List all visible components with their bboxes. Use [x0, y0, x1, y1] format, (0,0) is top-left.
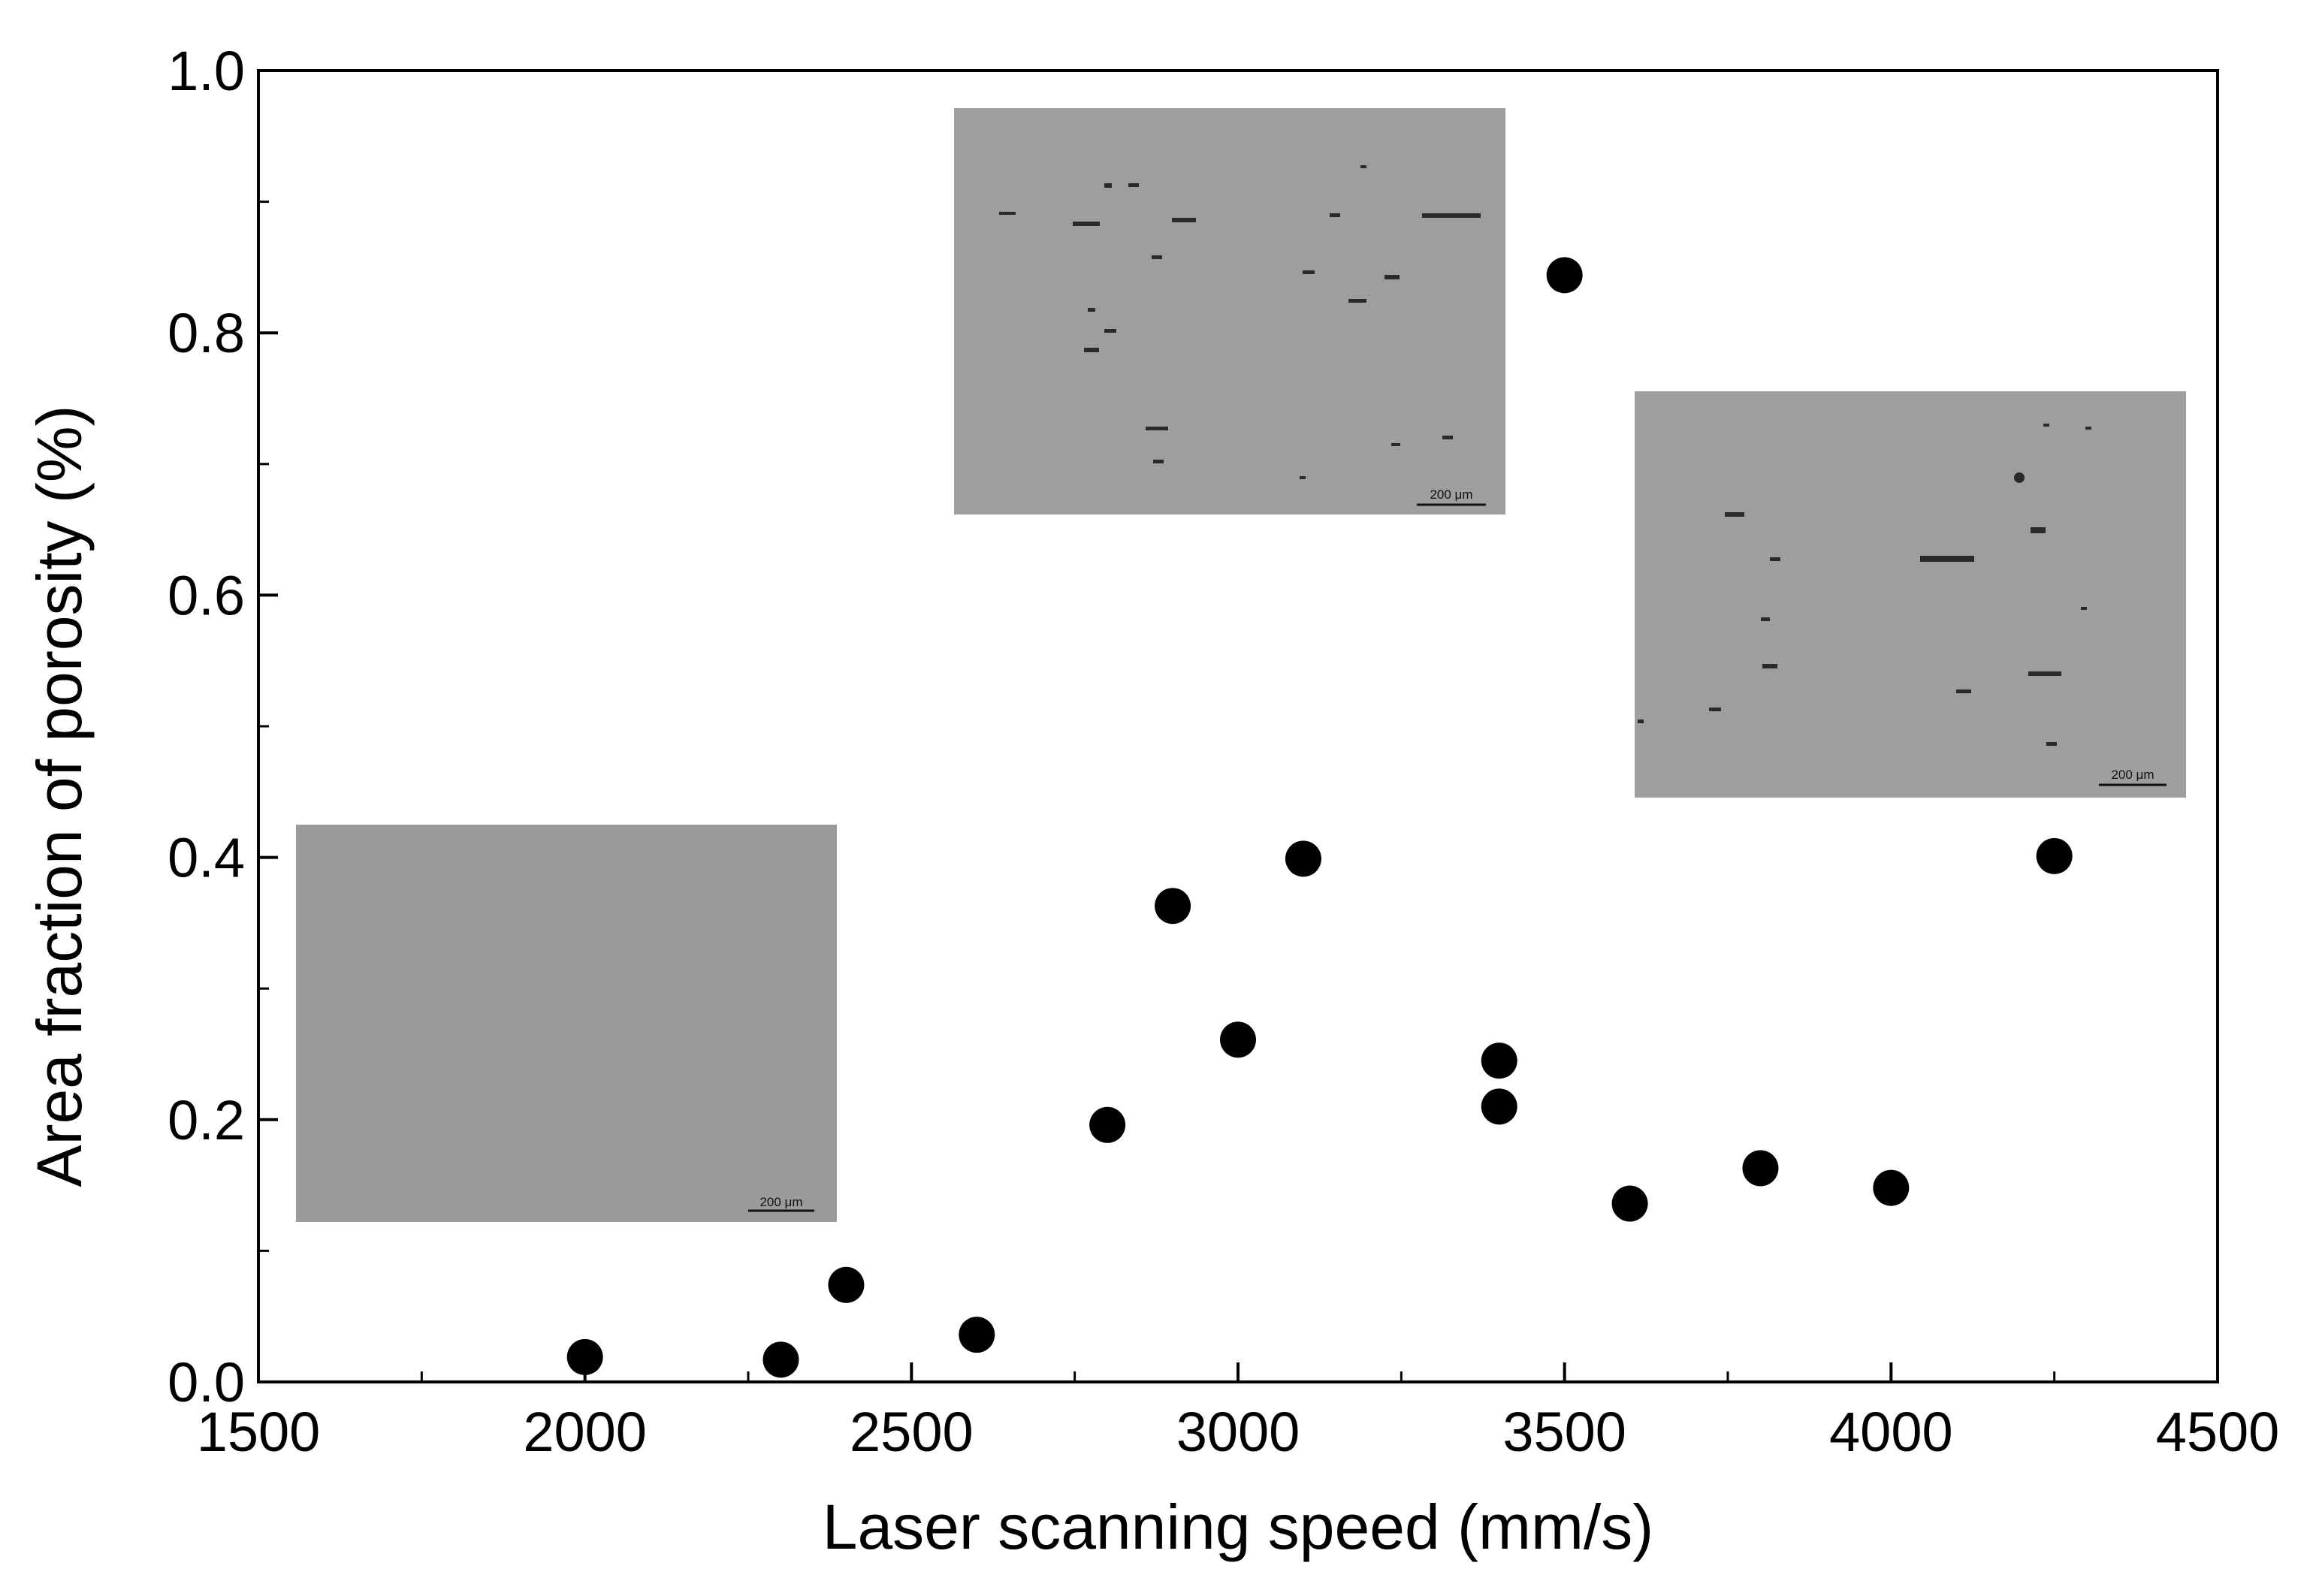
x-tick-label: 2000	[523, 1401, 647, 1463]
data-point	[1220, 1021, 1256, 1058]
y-tick-label: 0.0	[168, 1351, 245, 1413]
x-tick-label: 1500	[197, 1401, 321, 1463]
scale-bar-label: 200 μm	[759, 1195, 802, 1209]
micrograph-image	[1635, 391, 2186, 798]
x-axis-title: Laser scanning speed (mm/s)	[823, 1492, 1653, 1562]
data-point	[959, 1317, 995, 1353]
x-tick-label: 3000	[1176, 1401, 1300, 1463]
micrograph-image	[954, 108, 1505, 514]
data-point	[762, 1341, 799, 1378]
micrograph-image	[296, 825, 837, 1222]
x-tick-label: 3500	[1502, 1401, 1626, 1463]
x-tick-label: 4000	[1829, 1401, 1953, 1463]
scale-bar-label: 200 μm	[2111, 768, 2154, 782]
data-point	[1155, 888, 1191, 925]
y-tick-label: 0.2	[168, 1089, 245, 1151]
pore-marks	[999, 165, 1481, 479]
pore-marks	[1638, 424, 2091, 746]
data-point	[1742, 1150, 1779, 1187]
y-tick-label: 0.4	[168, 827, 245, 889]
inset-micrograph-mid: 200 μm	[954, 108, 1505, 514]
inset-micrograph-high: 200 μm	[1635, 391, 2186, 798]
data-point	[1611, 1185, 1648, 1222]
x-tick-label: 4500	[2156, 1401, 2280, 1463]
x-axis-ticks: 1500 2000 2500 3000 3500 4000 4500	[197, 1362, 2280, 1463]
data-point	[1089, 1106, 1126, 1143]
y-tick-label: 0.8	[168, 302, 245, 364]
y-tick-label: 0.6	[168, 564, 245, 626]
data-point	[1481, 1042, 1517, 1079]
inset-micrograph-low: 200 μm	[296, 825, 837, 1222]
data-point	[1873, 1169, 1910, 1206]
x-tick-label: 2500	[850, 1401, 974, 1463]
y-tick-label: 1.0	[168, 40, 245, 102]
y-axis-ticks: 0.0 0.2 0.4 0.6 0.8 1.0	[168, 40, 278, 1413]
data-point	[1481, 1088, 1517, 1125]
scale-bar-label: 200 μm	[1430, 487, 1472, 502]
data-point	[828, 1266, 865, 1303]
data-point	[1285, 840, 1321, 877]
data-point	[1546, 257, 1583, 294]
data-point	[566, 1338, 603, 1375]
data-points	[566, 257, 2073, 1378]
y-axis-title: Area fraction of porosity (%)	[24, 405, 95, 1187]
data-point	[2036, 837, 2073, 874]
